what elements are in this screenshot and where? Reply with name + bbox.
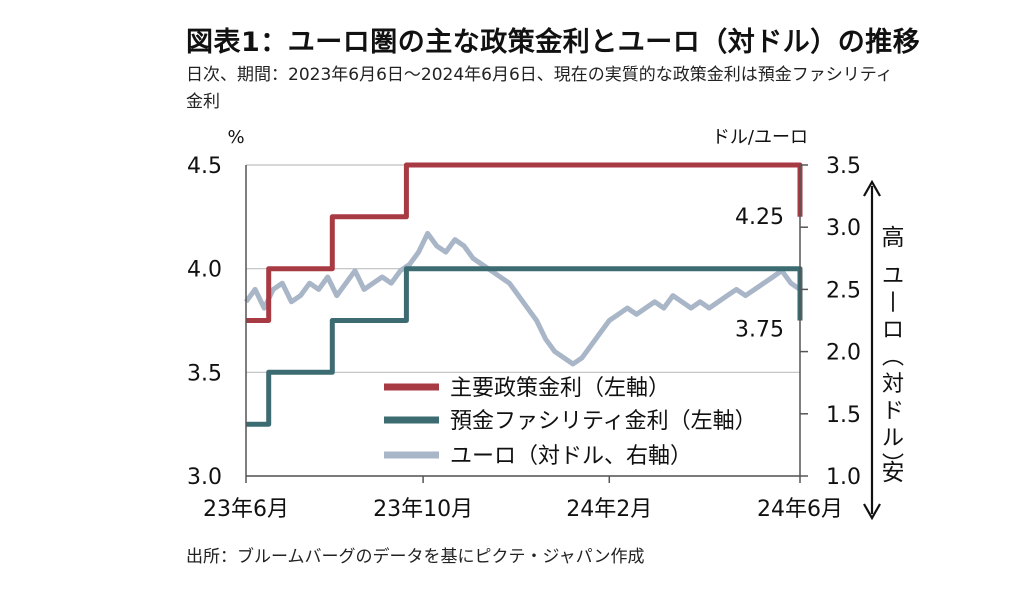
x-tick-label: 23年10月	[373, 497, 473, 522]
legend-label: ユーロ（対ドル、右軸）	[450, 444, 692, 469]
x-tick-label: 23年6月	[203, 497, 289, 522]
y-right-tick-label: 3.5	[826, 154, 861, 179]
vertical-label-char: ユ	[882, 264, 904, 289]
y-left-tick-label: 3.0	[187, 465, 222, 490]
y-left-tick-label: 3.5	[187, 361, 222, 386]
y-left-tick-label: 4.0	[187, 258, 222, 283]
y-left-tick-label: 4.5	[187, 154, 222, 179]
page-title: 図表1：ユーロ圏の主な政策金利とユーロ（対ドル）の推移	[186, 27, 921, 58]
vertical-label-char: 対	[882, 372, 904, 397]
arrow-down-icon	[863, 503, 881, 521]
vertical-label-char: ロ	[882, 318, 904, 343]
x-tick-label: 24年6月	[757, 497, 843, 522]
vertical-label-char: ︵	[882, 345, 904, 370]
legend-label: 主要政策金利（左軸）	[450, 376, 670, 401]
direction-up-label: 高	[882, 225, 905, 251]
source-note: 出所：ブルームバーグのデータを基にピクテ・ジャパン作成	[186, 547, 645, 567]
y-right-unit: ドル/ユーロ	[712, 127, 808, 148]
vertical-label-char: ド	[882, 399, 904, 424]
x-tick-label: 24年2月	[566, 497, 652, 522]
legend-label: 預金ファシリティ金利（左軸）	[450, 409, 757, 434]
y-left-unit: %	[227, 127, 244, 148]
vertical-label-char: ︶	[882, 453, 904, 478]
y-right-tick-label: 3.0	[826, 216, 861, 241]
y-right-tick-label: 1.0	[826, 465, 861, 490]
series-line-1	[246, 162, 803, 323]
arrow-up-icon	[863, 179, 881, 197]
series-line-3	[243, 230, 802, 367]
annotation-deposit-rate: 3.75	[735, 318, 784, 343]
y-right-tick-label: 1.5	[826, 403, 861, 428]
y-right-tick-label: 2.0	[826, 341, 861, 366]
chart-subtitle: 日次、期間：2023年6月6日～2024年6月6日、現在の実質的な政策金利は預金…	[186, 65, 893, 112]
direction-down-label: 安	[882, 460, 905, 486]
vertical-label-char: 丨	[882, 291, 904, 316]
annotation-main-rate: 4.25	[735, 205, 784, 230]
y-right-tick-label: 2.5	[826, 278, 861, 303]
vertical-label-char: ル	[882, 426, 904, 451]
